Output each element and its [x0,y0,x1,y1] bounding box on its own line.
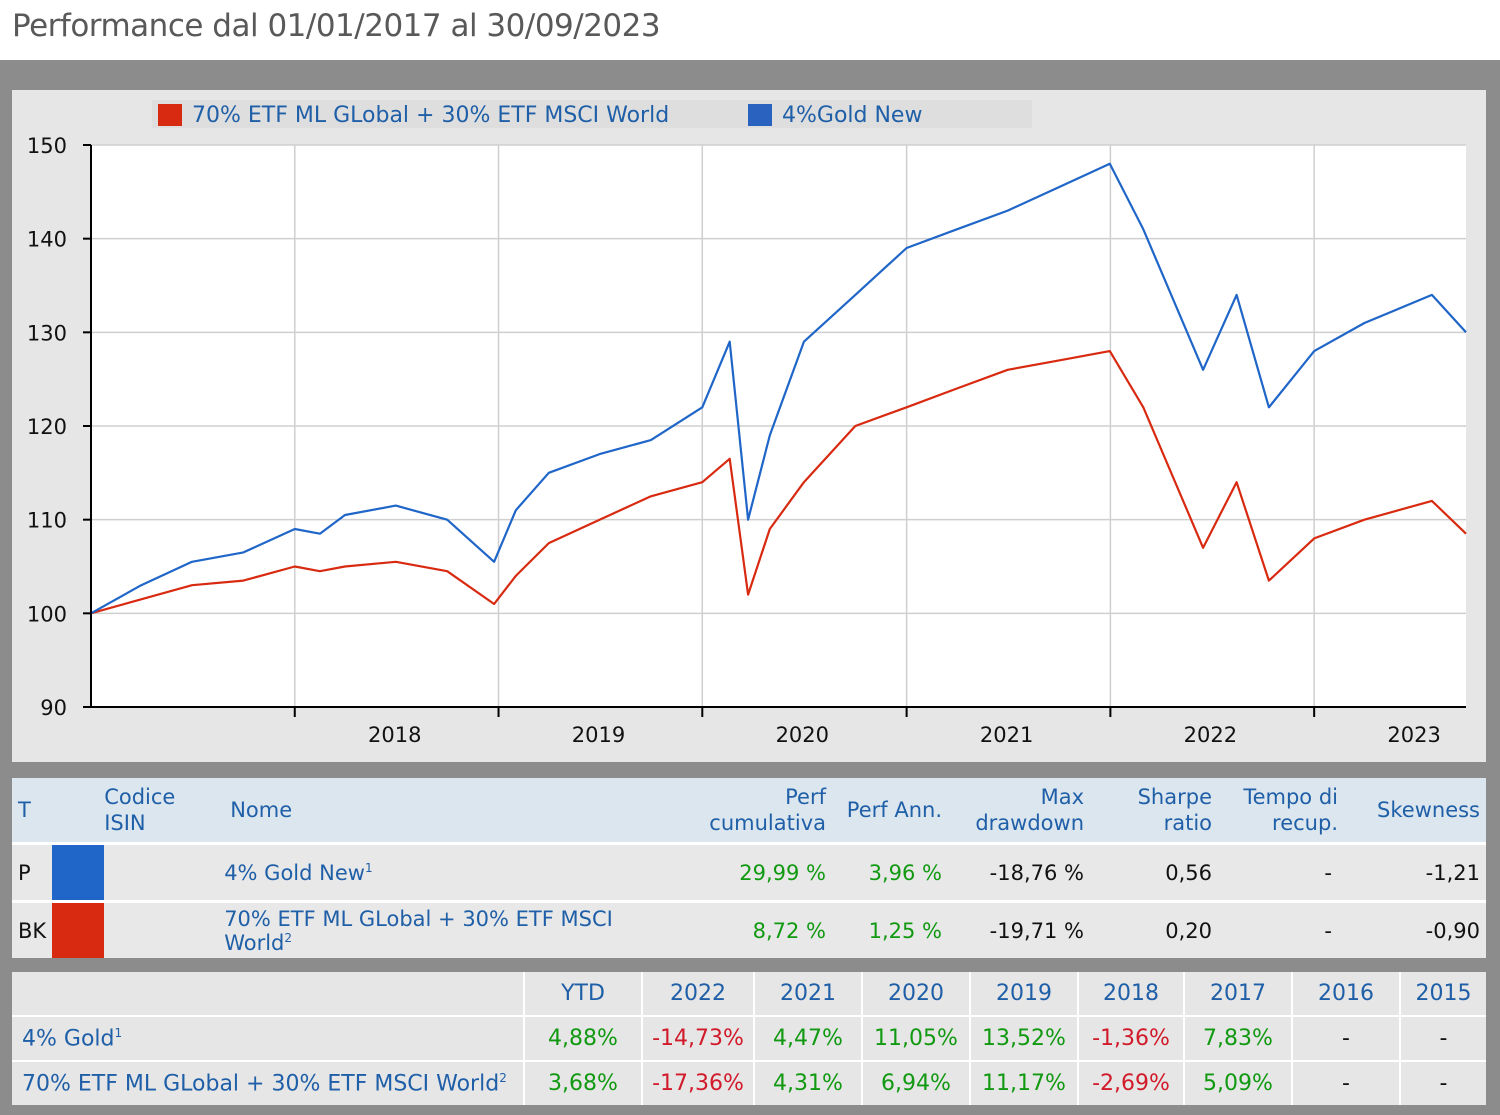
cell-tempo-recup: - [1218,900,1344,958]
y-tick-label: 110 [27,509,67,533]
page-title: Performance dal 01/01/2017 al 30/09/2023 [12,8,661,44]
x-tick-label: 2019 [572,723,625,747]
annual-cell: 3,68% [523,1060,642,1105]
annual-cell: -14,73% [641,1015,754,1061]
y-tick-label: 100 [27,602,67,626]
performance-chart: 70% ETF ML GLobal + 30% ETF MSCI World 4… [27,100,1467,747]
summary-row-benchmark: BK 70% ETF ML GLobal + 30% ETF MSCI Worl… [12,900,1486,958]
header-perf-ann: Perf Ann. [832,778,948,842]
x-tick-label: 2021 [980,723,1033,747]
annual-header-row: YTD 2022 2021 2020 2019 2018 2017 2016 2… [12,972,1486,1016]
cell-perf-cumulativa: 8,72 % [690,900,832,958]
header-nome: Nome [220,778,690,842]
legend-background [152,100,1032,128]
annual-cell: 13,52% [969,1015,1078,1061]
cell-t: BK [12,900,53,958]
cell-skewness: -1,21 [1344,842,1486,900]
summary-row-portfolio: P 4% Gold New1 29,99 % 3,96 % -18,76 % 0… [12,842,1486,900]
annual-cell: 4,47% [753,1015,862,1061]
y-tick-label: 90 [40,696,67,720]
annual-cell: 4,31% [753,1060,862,1105]
cell-perf-ann: 1,25 % [832,900,948,958]
header-skewness: Skewness [1344,778,1486,842]
annual-header-blank [12,972,524,1016]
annual-header-2018: 2018 [1077,972,1184,1016]
series-line-portfolio [90,162,1467,615]
annual-cell: - [1399,1060,1486,1105]
annual-row-portfolio: 4% Gold1 4,88% -14,73% 4,47% 11,05% 13,5… [12,1015,1486,1061]
y-tick-label: 120 [27,415,67,439]
cell-isin [104,900,221,958]
series-lines [90,162,1467,615]
legend-label-portfolio[interactable]: 4%Gold New [782,103,922,128]
legend-label-benchmark[interactable]: 70% ETF ML GLobal + 30% ETF MSCI World [192,103,669,128]
cell-sharpe: 0,20 [1090,900,1218,958]
annual-cell: 7,83% [1183,1015,1292,1061]
summary-header-row: T Codice ISIN Nome Perf cumulativa Perf An… [12,778,1486,842]
cell-nome[interactable]: 70% ETF ML GLobal + 30% ETF MSCI World2 [220,900,690,958]
x-tick-label: 2022 [1184,723,1237,747]
x-tick-label: 2018 [368,723,421,747]
annual-header-2016: 2016 [1291,972,1400,1016]
annual-cell: -1,36% [1077,1015,1184,1061]
annual-cell: 6,94% [861,1060,970,1105]
annual-returns-table: YTD 2022 2021 2020 2019 2018 2017 2016 2… [12,972,1486,1105]
axis-ticks: 90 100 110 120 130 140 150 2018 2019 2020 2021 2022… [27,134,1441,747]
annual-row-benchmark: 70% ETF ML GLobal + 30% ETF MSCI World2 … [12,1060,1486,1105]
annual-header-2017: 2017 [1183,972,1292,1016]
chart-panel: 70% ETF ML GLobal + 30% ETF MSCI World 4… [12,90,1486,762]
cell-perf-ann: 3,96 % [832,842,948,900]
y-tick-label: 150 [27,134,67,158]
y-tick-label: 140 [27,228,67,252]
annual-cell: - [1399,1015,1486,1061]
header-t: T [12,778,53,842]
header-isin: Codice ISIN [104,778,221,842]
annual-cell: 5,09% [1183,1060,1292,1105]
annual-cell: 11,17% [969,1060,1078,1105]
cell-sharpe: 0,56 [1090,842,1218,900]
cell-isin [104,842,221,900]
annual-row-name[interactable]: 4% Gold1 [12,1015,524,1061]
annual-cell: -2,69% [1077,1060,1184,1105]
cell-perf-cumulativa: 29,99 % [690,842,832,900]
annual-header-2021: 2021 [753,972,862,1016]
summary-table: T Codice ISIN Nome Perf cumulativa Perf An… [12,778,1486,958]
annual-header-2015: 2015 [1399,972,1486,1016]
header-tempo-recup: Tempo di recup. [1218,778,1344,842]
y-tick-label: 130 [27,321,67,345]
series-line-benchmark [90,350,1467,615]
legend-swatch-portfolio [748,104,772,126]
portfolio-color-swatch [52,842,105,900]
cell-nome[interactable]: 4% Gold New1 [220,842,690,900]
annual-header-ytd: YTD [523,972,642,1016]
cell-t: P [12,842,53,900]
cell-tempo-recup: - [1218,842,1344,900]
header-sharpe: Sharpe ratio [1090,778,1218,842]
x-tick-label: 2023 [1387,723,1440,747]
annual-header-2020: 2020 [861,972,970,1016]
x-tick-label: 2020 [776,723,829,747]
cell-skewness: -0,90 [1344,900,1486,958]
header-swatch [52,778,105,842]
legend-swatch-benchmark [158,104,182,126]
header-perf-cumulativa: Perf cumulativa [690,778,832,842]
annual-header-2022: 2022 [641,972,754,1016]
annual-cell: 11,05% [861,1015,970,1061]
annual-header-2019: 2019 [969,972,1078,1016]
annual-cell: - [1291,1015,1400,1061]
cell-max-drawdown: -18,76 % [948,842,1090,900]
cell-max-drawdown: -19,71 % [948,900,1090,958]
benchmark-color-swatch [52,900,105,958]
annual-cell: - [1291,1060,1400,1105]
annual-cell: 4,88% [523,1015,642,1061]
header-max-drawdown: Max drawdown [948,778,1090,842]
annual-cell: -17,36% [641,1060,754,1105]
annual-row-name[interactable]: 70% ETF ML GLobal + 30% ETF MSCI World2 [12,1060,524,1105]
